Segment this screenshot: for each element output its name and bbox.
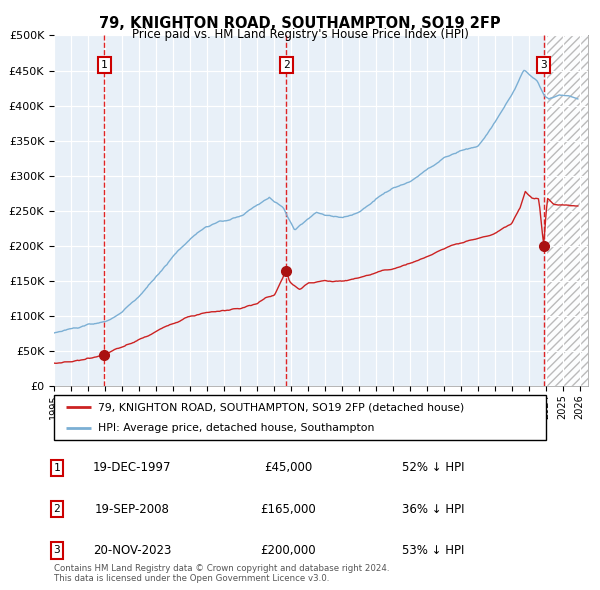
Text: 79, KNIGHTON ROAD, SOUTHAMPTON, SO19 2FP: 79, KNIGHTON ROAD, SOUTHAMPTON, SO19 2FP — [99, 16, 501, 31]
Text: 53% ↓ HPI: 53% ↓ HPI — [402, 544, 464, 557]
Text: 1: 1 — [53, 463, 61, 473]
Text: Price paid vs. HM Land Registry's House Price Index (HPI): Price paid vs. HM Land Registry's House … — [131, 28, 469, 41]
Text: 1: 1 — [101, 60, 107, 70]
Text: £165,000: £165,000 — [260, 503, 316, 516]
Text: Contains HM Land Registry data © Crown copyright and database right 2024.
This d: Contains HM Land Registry data © Crown c… — [54, 563, 389, 583]
Text: 3: 3 — [540, 60, 547, 70]
Text: 2: 2 — [53, 504, 61, 514]
Text: £200,000: £200,000 — [260, 544, 316, 557]
Text: 36% ↓ HPI: 36% ↓ HPI — [402, 503, 464, 516]
Text: HPI: Average price, detached house, Southampton: HPI: Average price, detached house, Sout… — [98, 422, 374, 432]
Text: 2: 2 — [283, 60, 290, 70]
Text: 3: 3 — [53, 546, 61, 555]
Text: 52% ↓ HPI: 52% ↓ HPI — [402, 461, 464, 474]
Bar — [545, 35, 588, 386]
Text: 19-DEC-1997: 19-DEC-1997 — [93, 461, 171, 474]
Text: £45,000: £45,000 — [264, 461, 312, 474]
Text: 19-SEP-2008: 19-SEP-2008 — [95, 503, 169, 516]
FancyBboxPatch shape — [54, 395, 546, 440]
Bar — [545, 35, 588, 386]
Text: 20-NOV-2023: 20-NOV-2023 — [93, 544, 171, 557]
Text: 79, KNIGHTON ROAD, SOUTHAMPTON, SO19 2FP (detached house): 79, KNIGHTON ROAD, SOUTHAMPTON, SO19 2FP… — [98, 402, 464, 412]
